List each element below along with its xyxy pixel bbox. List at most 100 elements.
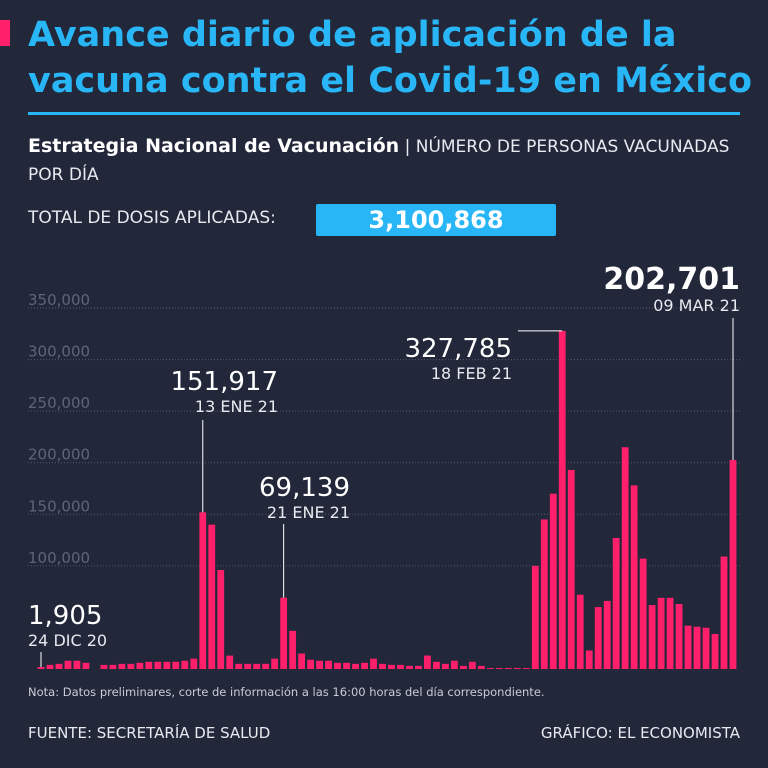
y-tick-label: 100,000: [28, 549, 90, 567]
annotation-value: 1,905: [28, 601, 102, 631]
bar: [136, 662, 144, 669]
bar: [522, 667, 530, 669]
bar: [693, 626, 701, 669]
bar: [433, 661, 440, 669]
bar: [424, 655, 431, 669]
bar: [729, 459, 737, 669]
bar: [208, 524, 216, 669]
bar: [558, 330, 566, 669]
bar: [82, 662, 90, 669]
bar: [594, 607, 602, 669]
bar: [549, 493, 557, 669]
annotation-date: 21 ENE 21: [267, 503, 350, 522]
bar: [100, 664, 108, 669]
bar: [477, 665, 485, 669]
bar: [73, 660, 81, 669]
bar: [567, 469, 575, 669]
y-tick-label: 350,000: [28, 291, 90, 309]
chart-subtitle: Estrategia Nacional de Vacunación | NÚME…: [28, 132, 740, 189]
bar: [684, 625, 692, 669]
bar: [325, 660, 332, 669]
bar: [352, 663, 359, 669]
bar: [621, 447, 629, 669]
source-credit: FUENTE: SECRETARÍA DE SALUD: [28, 724, 271, 742]
bar: [442, 663, 449, 669]
bar: [639, 558, 647, 669]
bar: [379, 663, 386, 669]
bar: [486, 667, 494, 669]
bar: [316, 660, 323, 669]
annotation-date: 13 ENE 21: [195, 397, 278, 416]
bar: [118, 663, 126, 669]
bar: [720, 556, 728, 669]
bar: [154, 661, 162, 669]
bar: [190, 658, 198, 669]
bar: [235, 663, 243, 669]
bar: [64, 660, 72, 669]
total-doses-value: 3,100,868: [316, 204, 556, 236]
bar: [406, 665, 413, 669]
bar: [307, 659, 315, 669]
bar: [657, 597, 665, 669]
annotation-value: 151,917: [170, 367, 278, 397]
subtitle-strategy: Estrategia Nacional de Vacunación: [28, 135, 400, 157]
bar: [630, 485, 638, 669]
bar: [37, 667, 45, 669]
bar: [513, 667, 521, 669]
bar: [468, 661, 476, 669]
bar: [280, 597, 288, 669]
bar: [46, 664, 54, 669]
bar: [253, 663, 261, 669]
y-tick-label: 250,000: [28, 394, 90, 412]
bar: [495, 667, 503, 669]
bar: [163, 661, 171, 669]
bar: [145, 661, 153, 669]
bar: [603, 600, 611, 669]
bar: [172, 661, 180, 669]
bar: [217, 569, 225, 669]
bar: [711, 633, 719, 669]
y-tick-label: 200,000: [28, 446, 90, 464]
bar: [262, 663, 270, 669]
bar: [397, 664, 404, 669]
bar: [612, 538, 620, 669]
bar: [289, 630, 297, 669]
annotation-value: 69,139: [259, 473, 350, 503]
total-doses-label: TOTAL DE DOSIS APLICADAS:: [28, 208, 276, 228]
title-divider: [28, 112, 740, 115]
bar: [415, 665, 422, 669]
bar: [127, 663, 135, 669]
accent-bar: [0, 20, 10, 46]
bar: [271, 658, 279, 669]
bar: [531, 565, 539, 669]
bar: [459, 665, 467, 669]
bar: [244, 663, 252, 669]
annotation-value: 327,785: [404, 334, 512, 364]
bar: [370, 658, 377, 669]
bar: [226, 655, 234, 669]
annotation-date: 09 MAR 21: [653, 296, 740, 315]
bar: [334, 662, 341, 669]
data-note: Nota: Datos preliminares, corte de infor…: [28, 685, 545, 699]
bar: [585, 650, 593, 669]
bar: [361, 662, 368, 669]
bar: [55, 663, 63, 669]
subtitle-description: | NÚMERO DE PERSONAS VACUNADAS POR DÍA: [28, 137, 730, 185]
bar: [675, 604, 683, 669]
bar: [504, 667, 512, 669]
y-tick-label: 300,000: [28, 343, 90, 361]
annotation-value: 202,701: [603, 262, 740, 297]
graphic-credit: GRÁFICO: EL ECONOMISTA: [540, 724, 740, 742]
bar: [199, 512, 207, 669]
chart-title: Avance diario de aplicación de la vacuna…: [28, 15, 753, 101]
bar: [298, 653, 306, 669]
bar: [388, 664, 395, 669]
y-tick-label: 150,000: [28, 497, 90, 515]
bar: [702, 627, 710, 669]
annotation-date: 24 DIC 20: [28, 631, 107, 650]
bar: [181, 660, 189, 669]
bar: [451, 660, 458, 669]
bar: [109, 664, 117, 669]
bar: [648, 605, 656, 669]
